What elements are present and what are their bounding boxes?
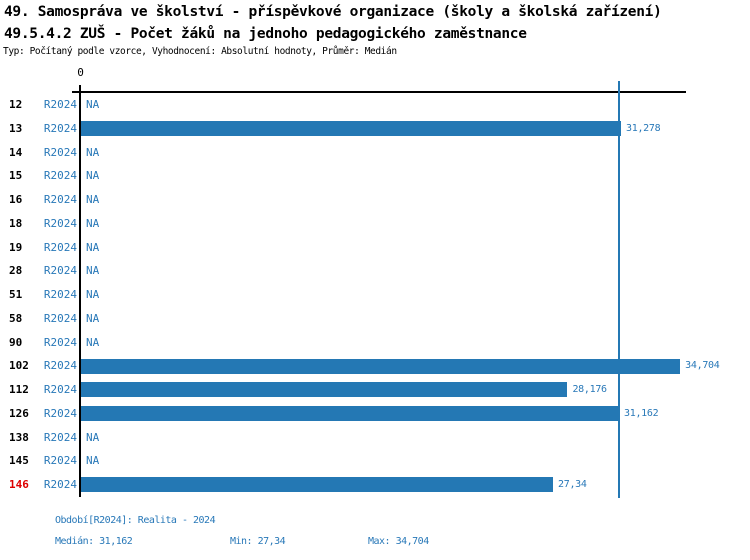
row-na-label: NA [86,240,100,254]
row-series-label: R2024 [43,430,77,444]
row-series-label: R2024 [43,335,77,349]
median-reference-line [618,81,620,498]
row-na-label: NA [86,216,100,230]
chart-row: 145 R2024 NA [0,449,750,473]
row-id-label: 15 [9,169,23,183]
row-na-label: NA [86,311,100,325]
chart-meta-info: Typ: Počítaný podle vzorce, Vyhodnocení:… [3,46,397,57]
x-axis-line [72,91,686,93]
row-id-label: 12 [9,98,23,111]
chart-row: 58 R2024 NA [0,307,750,331]
row-na-label: NA [86,145,100,159]
row-id-label: 28 [9,264,23,278]
row-id-label: 58 [9,311,23,325]
row-series-label: R2024 [43,383,77,396]
chart-row: 51 R2024 NA [0,283,750,307]
chart-row: 18 R2024 NA [0,212,750,236]
row-id-label: 19 [9,240,23,254]
row-na-label: NA [86,454,100,468]
chart-row: 15 R2024 NA [0,164,750,188]
chart-row: 90 R2024 NA [0,331,750,355]
row-series-label: R2024 [43,169,77,183]
row-na-label: NA [86,430,100,444]
row-series-label: R2024 [43,478,77,491]
row-id-label: 138 [9,430,29,444]
row-id-label: 102 [9,359,29,373]
row-value-label: 27,34 [558,479,587,490]
chart-row: 13 R2024 31,278 [0,117,750,141]
row-bar [81,358,681,374]
row-id-label: 90 [9,335,23,349]
row-id-label: 51 [9,288,23,301]
row-na-label: NA [86,335,100,349]
row-bar [81,121,621,137]
row-id-label: 145 [9,454,29,468]
row-na-label: NA [86,98,100,111]
page-title: 49. Samospráva ve školství - příspěvkové… [4,4,662,20]
row-na-label: NA [86,169,100,183]
chart-subtitle: 49.5.4.2 ZUŠ - Počet žáků na jednoho ped… [4,26,527,42]
row-bar [81,477,554,493]
chart-row: 12 R2024 NA [0,93,750,117]
chart-row: 102 R2024 34,704 [0,354,750,378]
row-series-label: R2024 [43,193,77,206]
row-id-label: 112 [9,383,29,396]
row-series-label: R2024 [43,288,77,301]
x-axis-zero-tick-label: 0 [77,66,84,79]
row-id-label: 13 [9,121,23,135]
row-series-label: R2024 [43,240,77,254]
chart-row: 146 R2024 27,34 [0,473,750,497]
row-series-label: R2024 [43,98,77,111]
row-na-label: NA [86,193,100,206]
row-value-label: 34,704 [685,360,720,372]
row-id-label: 146 [9,478,29,491]
chart-rows: 12 R2024 NA 13 R2024 31,278 14 R2024 NA 15 R2024 NA… [0,93,750,497]
y-axis-line [79,91,81,497]
footer-max-stat: Max: 34,704 [368,536,429,547]
row-series-label: R2024 [43,454,77,468]
footer-median-stat: Medián: 31,162 [55,536,133,547]
row-na-label: NA [86,264,100,278]
footer-period-label: Období[R2024]: Realita - 2024 [55,515,216,526]
x-axis-zero-tick [79,85,81,91]
row-id-label: 16 [9,193,23,206]
row-value-label: 31,278 [626,122,661,134]
row-series-label: R2024 [43,359,77,373]
row-series-label: R2024 [43,264,77,278]
chart-row: 19 R2024 NA [0,236,750,260]
chart-row: 126 R2024 31,162 [0,402,750,426]
row-id-label: 18 [9,216,23,230]
row-id-label: 126 [9,406,29,420]
chart-row: 16 R2024 NA [0,188,750,212]
row-series-label: R2024 [43,311,77,325]
row-bar [81,406,619,422]
row-value-label: 31,162 [624,407,659,419]
chart-row: 28 R2024 NA [0,259,750,283]
row-bar [81,382,568,398]
row-series-label: R2024 [43,145,77,159]
chart-row: 14 R2024 NA [0,141,750,165]
row-na-label: NA [86,288,100,301]
row-series-label: R2024 [43,121,77,135]
row-series-label: R2024 [43,216,77,230]
footer-min-stat: Min: 27,34 [230,536,286,547]
row-id-label: 14 [9,145,23,159]
chart-row: 138 R2024 NA [0,426,750,450]
row-series-label: R2024 [43,406,77,420]
row-value-label: 28,176 [572,384,607,395]
chart-row: 112 R2024 28,176 [0,378,750,402]
